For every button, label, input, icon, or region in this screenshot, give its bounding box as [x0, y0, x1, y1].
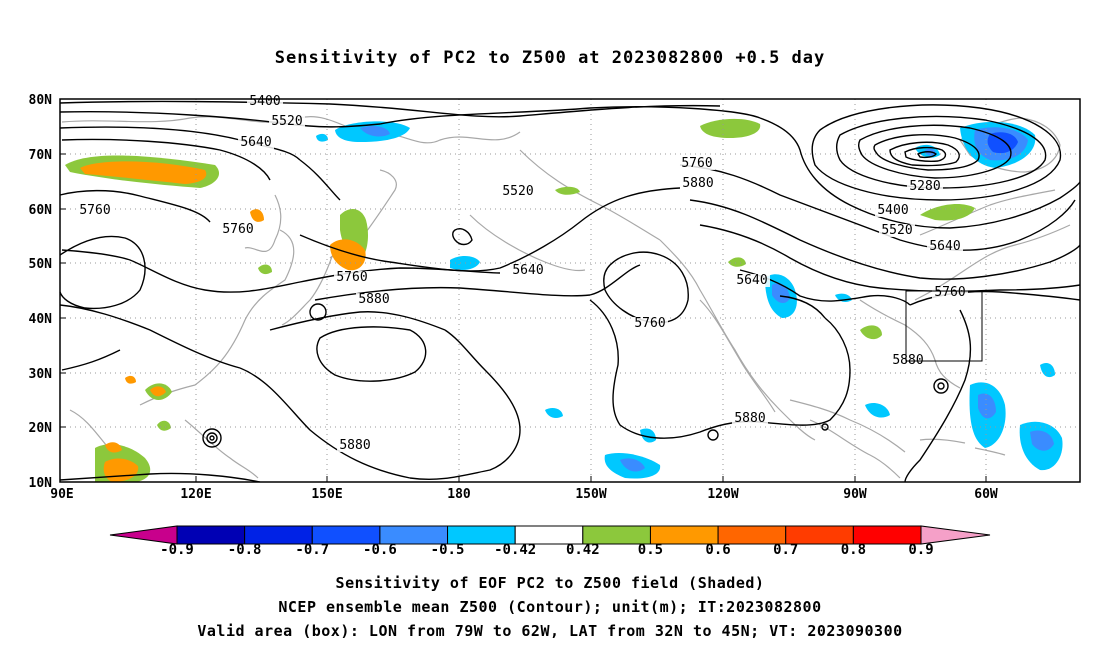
contour-label-bg: [679, 157, 715, 170]
lon-label: 150W: [575, 487, 606, 502]
chart-title: Sensitivity of PC2 to Z500 at 2023082800…: [274, 48, 826, 68]
contour-label-bg: [220, 223, 256, 236]
contour-label-bg: [932, 286, 968, 299]
colorbar-tick-label: -0.8: [227, 542, 262, 558]
contour-label: 5760: [634, 316, 665, 331]
contour-label-bg: [510, 264, 546, 277]
lat-label: 80N: [29, 93, 53, 108]
contour-label: 5520: [502, 184, 533, 199]
colorbar-tick-label: 0.7: [773, 542, 799, 558]
colorbar-tick-label: 0.5: [637, 542, 664, 558]
lon-label: 180: [447, 487, 471, 502]
lat-label: 70N: [29, 148, 53, 163]
colorbar-tick-label: -0.6: [363, 542, 397, 558]
colorbar: [109, 525, 991, 545]
lon-label: 120W: [707, 487, 738, 502]
lat-label: 10N: [29, 476, 53, 491]
contour-label: 5520: [881, 223, 912, 238]
lon-label: 120E: [180, 487, 211, 502]
contour-label-bg: [269, 115, 305, 128]
contour-label: 5880: [339, 438, 370, 453]
contour-label-bg: [334, 271, 370, 284]
axis-ticks: [60, 98, 987, 483]
contour-label-bg: [238, 136, 274, 149]
contour-label: 5400: [249, 94, 280, 109]
contour-label: 5760: [79, 203, 110, 218]
lat-label: 60N: [29, 203, 53, 218]
contour-label-bg: [907, 180, 943, 193]
contour-label: 5520: [271, 114, 302, 129]
lat-label: 30N: [29, 367, 53, 382]
z500-contours: [59, 100, 1081, 483]
contour-label: 5280: [909, 179, 940, 194]
caption-valid-area: Valid area (box): LON from 79W to 62W, L…: [197, 622, 903, 640]
contour-label: 5640: [736, 273, 767, 288]
colorbar-tick-label: 0.6: [705, 542, 731, 558]
contour-label-bg: [927, 240, 963, 253]
contour-label: 5880: [358, 292, 389, 307]
contour-label: 5880: [734, 411, 765, 426]
lat-label: 50N: [29, 257, 53, 272]
contour-label-bg: [337, 439, 373, 452]
lat-label: 20N: [29, 421, 53, 436]
contour-label: 5880: [682, 176, 713, 191]
contour-label: 5760: [934, 285, 965, 300]
lon-label: 60W: [974, 487, 998, 502]
lat-label: 40N: [29, 312, 53, 327]
valid-area-box: [905, 290, 983, 362]
lat-axis-labels: 80N 70N 60N 50N 40N 30N 20N 10N: [29, 93, 53, 491]
contour-label-bg: [632, 317, 668, 330]
contour-label-bg: [879, 224, 915, 237]
contour-label-bg: [875, 204, 911, 217]
lon-label: 90E: [50, 487, 73, 502]
lon-label: 90W: [843, 487, 867, 502]
contour-label: 5760: [336, 270, 367, 285]
colorbar-tick-label: -0.42: [494, 542, 537, 558]
colorbar-tick-label: -0.5: [430, 542, 465, 558]
colorbar-tick-label: 0.42: [565, 542, 600, 558]
contour-label-bg: [732, 412, 768, 425]
contour-label: 5400: [877, 203, 908, 218]
contour-label: 5640: [512, 263, 543, 278]
lon-axis-labels: 90E 120E 150E 180 150W 120W 90W 60W: [50, 487, 998, 502]
contour-label: 5760: [222, 222, 253, 237]
colorbar-tick-label: -0.9: [160, 542, 194, 558]
caption-shaded: Sensitivity of EOF PC2 to Z500 field (Sh…: [335, 574, 765, 592]
contour-label-bg: [77, 204, 113, 217]
caption-contour: NCEP ensemble mean Z500 (Contour); unit(…: [278, 598, 822, 616]
contour-label-bg: [734, 274, 770, 287]
lon-label: 150E: [311, 487, 342, 502]
colorbar-tick-label: 0.9: [908, 542, 934, 558]
sensitivity-shading: [65, 118, 1063, 482]
contour-label-bg: [500, 185, 536, 198]
contour-label-bg: [356, 293, 392, 306]
contour-label: 5640: [929, 239, 960, 254]
contour-label: 5760: [681, 156, 712, 171]
contour-label-bg: [680, 177, 716, 190]
contour-label: 5640: [240, 135, 271, 150]
colorbar-tick-label: -0.7: [295, 542, 330, 558]
colorbar-tick-label: 0.8: [840, 542, 867, 558]
colorbar-above-triangle: [920, 525, 991, 545]
map-frame: [59, 98, 1081, 483]
